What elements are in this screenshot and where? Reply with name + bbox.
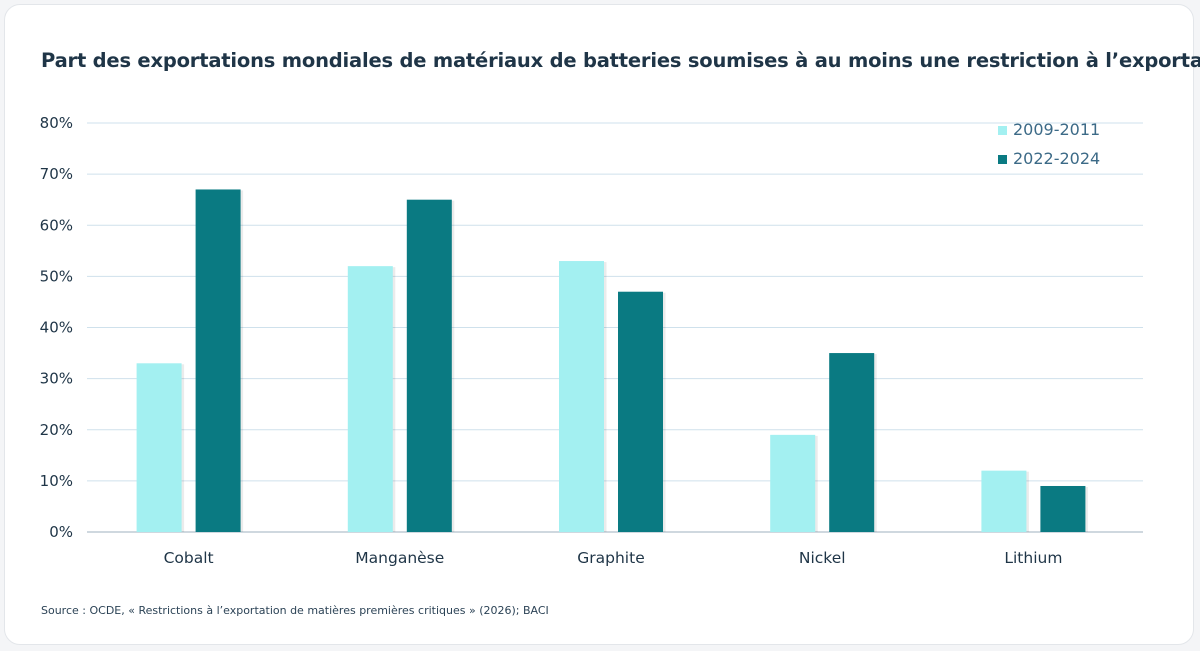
bar	[1040, 485, 1086, 532]
legend-swatch	[998, 155, 1007, 164]
bar	[136, 363, 182, 532]
y-tick-label: 0%	[49, 523, 73, 541]
y-tick-label: 20%	[40, 421, 73, 439]
x-tick-label: Cobalt	[164, 549, 214, 567]
bar	[559, 261, 604, 532]
source-note: Source : OCDE, « Restrictions à l’export…	[41, 604, 549, 617]
legend-label: 2009-2011	[1013, 120, 1100, 139]
bar-chart: 0% 10% 20% 30% 40% 50% 60% 70% 80% Cobalt Manganès…	[40, 114, 1143, 567]
x-tick-label: Lithium	[1004, 549, 1062, 567]
chart-title: Part des exportations mondiales de matér…	[41, 49, 1200, 72]
chart-card: Part des exportations mondiales de matér…	[4, 4, 1200, 645]
legend-swatch	[998, 126, 1007, 135]
bar	[347, 266, 393, 532]
x-tick-label: Graphite	[577, 549, 644, 567]
bar	[195, 189, 241, 532]
bar	[981, 470, 1027, 532]
legend-label: 2022-2024	[1013, 149, 1100, 168]
y-tick-label: 40%	[40, 319, 73, 337]
y-tick-label: 30%	[40, 370, 73, 388]
y-tick-label: 10%	[40, 472, 73, 490]
bar	[770, 434, 816, 532]
bar	[618, 291, 663, 532]
y-tick-label: 50%	[40, 267, 73, 285]
bar	[829, 353, 875, 532]
y-tick-label: 80%	[40, 114, 73, 132]
y-tick-label: 60%	[40, 216, 73, 234]
x-tick-label: Nickel	[799, 549, 846, 567]
y-tick-label: 70%	[40, 165, 73, 183]
x-tick-label: Manganèse	[355, 549, 444, 567]
bar	[406, 199, 452, 532]
